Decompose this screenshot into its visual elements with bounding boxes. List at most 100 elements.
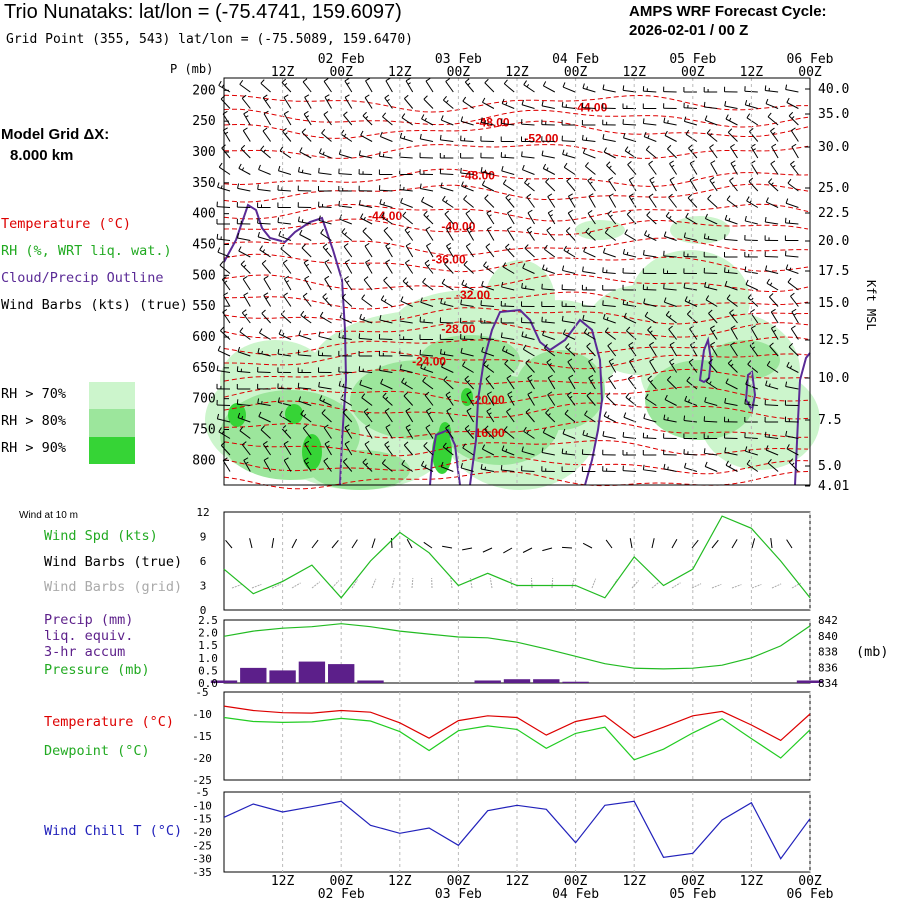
wind10m-barb-true: [651, 538, 655, 549]
wind-barb: [405, 407, 414, 423]
wind-barb-flag: [692, 346, 696, 349]
wind-barb-staff: [541, 155, 555, 159]
wind-barb-flag: [588, 358, 594, 362]
wind-barb-staff: [283, 113, 292, 126]
wind-barb: [649, 176, 657, 192]
wind-barb-flag: [265, 98, 269, 102]
wind-barb-flag: [440, 182, 443, 188]
wind-barb: [725, 460, 738, 472]
wind-barb-flag: [464, 375, 469, 380]
wind-barb: [360, 130, 373, 142]
wind-barb-staff: [260, 82, 271, 93]
wind-barb: [422, 376, 434, 390]
wind-barb-staff: [725, 285, 738, 291]
wind-barb-flag: [671, 164, 675, 168]
wind10m-barb-true: [442, 545, 453, 549]
wind-barb: [324, 440, 332, 456]
wind-barb-flag: [521, 446, 524, 452]
wind-barb: [258, 328, 271, 340]
wind-barb-flag: [606, 317, 609, 321]
wind-barb-flag: [642, 464, 645, 470]
precip-bar: [240, 667, 267, 683]
wind-barb-flag: [785, 430, 788, 436]
wind-barb-staff: [258, 169, 271, 175]
wind-barb-flag: [683, 462, 687, 468]
wind-barb-staff: [401, 381, 413, 390]
wind-barb: [724, 280, 738, 291]
wind-barb: [277, 348, 291, 357]
wind-barb: [566, 391, 576, 406]
wind-barb-staff: [446, 245, 454, 258]
wind-barb-flag: [729, 177, 734, 182]
wind-barb-flag: [339, 312, 343, 318]
wind-barb-flag: [322, 293, 327, 298]
wind10m-barb-grid: [391, 578, 395, 589]
wind-barb: [260, 79, 271, 93]
wind-barb-flag: [704, 115, 708, 121]
wind-barb: [586, 342, 596, 357]
wind-barb-flag: [321, 409, 326, 414]
wind-barb-flag: [664, 130, 668, 136]
temperature-tick: -25: [192, 774, 212, 787]
wind-barb-flag: [588, 374, 594, 379]
wind-barb-staff: [343, 114, 353, 126]
wind-barb-flag: [710, 325, 715, 329]
wind-barb-flag: [766, 278, 770, 284]
wind-barb-staff: [425, 427, 434, 439]
wind-barb-staff: [364, 97, 373, 109]
wind-barb-staff: [588, 195, 596, 208]
wind-barb-staff: [709, 147, 718, 159]
wind-barb-flag: [382, 112, 387, 117]
wind-barb: [663, 231, 677, 241]
wind-barb: [602, 466, 616, 472]
wind-barb-flag: [582, 83, 585, 89]
wind-barb-flag: [365, 424, 371, 428]
wind-barb-staff: [280, 248, 292, 258]
wind-barb-flag: [243, 292, 249, 296]
legend-wind-barbs: Wind Barbs (kts) (true): [1, 297, 188, 313]
wind-barb: [750, 325, 759, 340]
wind-barb-flag: [791, 127, 796, 132]
pressure-tick-label: 550: [192, 299, 215, 314]
top-hour-label: 00Z: [564, 65, 588, 80]
precip-bar: [474, 680, 501, 683]
wind-barb-staff: [566, 394, 576, 406]
wind-barb: [501, 281, 515, 291]
wind-barb-staff: [627, 378, 637, 390]
wind-barb-flag: [343, 133, 347, 137]
wind-barb-staff: [750, 146, 759, 159]
wind-barb: [362, 227, 373, 241]
wind-barb-staff: [318, 354, 332, 357]
wind-barb: [297, 202, 312, 208]
wind-barb-staff: [644, 234, 657, 241]
wind-barb-flag: [447, 395, 451, 399]
wind-barb-flag: [547, 391, 553, 396]
wind-barb: [505, 243, 515, 258]
wind-barb-flag: [668, 193, 673, 198]
wind-barb-flag: [525, 408, 531, 413]
wind-barb-flag: [407, 230, 411, 234]
bottom-date-label: 03 Feb: [435, 887, 482, 900]
wind-barb: [363, 408, 373, 423]
wind-barb: [506, 408, 515, 423]
wind-barb: [527, 209, 535, 225]
wind-barb-staff: [461, 185, 474, 192]
wind-barb-staff: [461, 120, 474, 126]
wind-barb: [581, 102, 596, 109]
wind-barb-staff: [282, 262, 292, 274]
wind-barb-flag: [401, 459, 405, 465]
wind-barb: [466, 407, 475, 423]
wind-barb: [582, 266, 596, 274]
wind-barb: [725, 378, 738, 390]
wind-barb-staff: [237, 237, 251, 241]
wind-barb: [359, 379, 373, 390]
wind-barb: [629, 358, 637, 373]
wind-barb-flag: [258, 411, 262, 417]
wind-barb-staff: [787, 281, 799, 291]
wind-barb: [420, 363, 434, 373]
wind-barb-flag: [588, 231, 592, 235]
wind-barb: [302, 78, 312, 93]
wind-barb-flag: [343, 111, 348, 116]
wind-barb-flag: [547, 193, 553, 198]
wind-barb: [322, 293, 332, 307]
